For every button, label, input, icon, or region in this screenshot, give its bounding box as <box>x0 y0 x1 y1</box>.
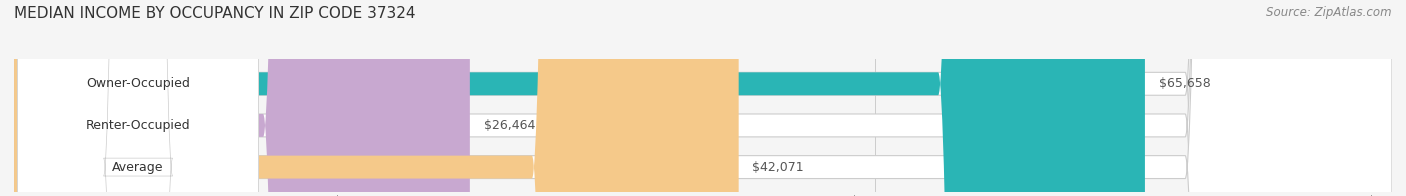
FancyBboxPatch shape <box>14 0 1392 196</box>
FancyBboxPatch shape <box>17 0 259 196</box>
Text: $42,071: $42,071 <box>752 161 804 174</box>
FancyBboxPatch shape <box>14 0 738 196</box>
FancyBboxPatch shape <box>14 0 1392 196</box>
Text: $65,658: $65,658 <box>1159 77 1211 90</box>
Text: Owner-Occupied: Owner-Occupied <box>86 77 190 90</box>
FancyBboxPatch shape <box>17 0 259 196</box>
Text: $26,464: $26,464 <box>484 119 536 132</box>
FancyBboxPatch shape <box>14 0 470 196</box>
Text: Average: Average <box>112 161 165 174</box>
FancyBboxPatch shape <box>14 0 1144 196</box>
Text: Renter-Occupied: Renter-Occupied <box>86 119 190 132</box>
Text: MEDIAN INCOME BY OCCUPANCY IN ZIP CODE 37324: MEDIAN INCOME BY OCCUPANCY IN ZIP CODE 3… <box>14 6 416 21</box>
FancyBboxPatch shape <box>17 0 259 196</box>
FancyBboxPatch shape <box>14 0 1392 196</box>
Text: Source: ZipAtlas.com: Source: ZipAtlas.com <box>1267 6 1392 19</box>
